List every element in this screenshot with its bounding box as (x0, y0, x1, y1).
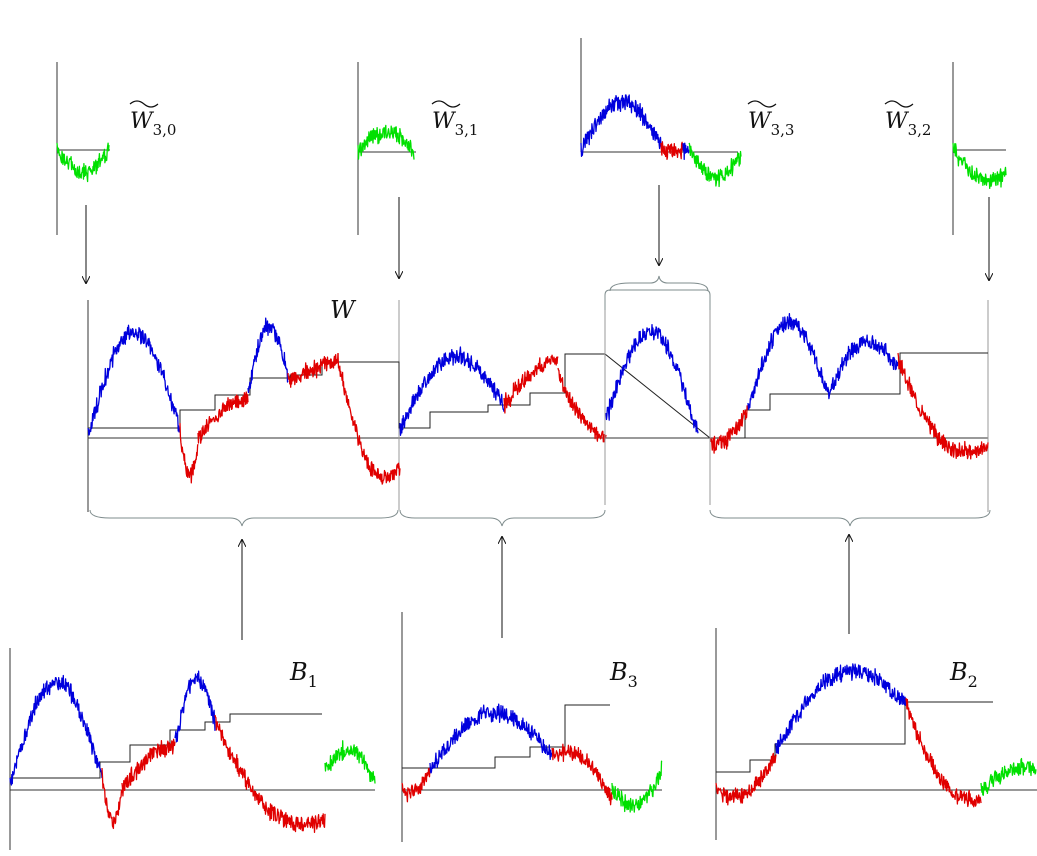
blue-walk-segment (174, 670, 216, 743)
green-walk-segment (688, 142, 742, 188)
blue-walk-segment (605, 323, 699, 434)
w33-top-brace (609, 275, 709, 292)
green-walk-segment (56, 142, 110, 183)
blue-walk-segment (775, 663, 907, 755)
blue-walk-segment (429, 703, 553, 774)
green-walk-segment (611, 760, 663, 813)
blue-walk-segment (9, 674, 103, 786)
bottom-panel-b3: B3 (401, 612, 663, 842)
red-walk-segment (897, 352, 989, 460)
green-walk-segment (324, 740, 376, 784)
top-panel-w31: W3,1 (357, 62, 478, 235)
red-walk-segment (101, 767, 123, 830)
red-walk-segment (401, 767, 431, 803)
red-walk-segment (121, 738, 176, 797)
tilde-w31 (431, 100, 461, 108)
red-walk-segment (905, 697, 982, 808)
label-b2: B2 (949, 658, 978, 691)
top-panel-w32: W3,2 (884, 62, 1007, 235)
red-walk-segment (179, 422, 199, 484)
blue-walk-segment (580, 94, 662, 158)
red-walk-segment (214, 714, 326, 833)
bottom-panel-b2: B2 (715, 628, 1037, 840)
label-w: W (330, 296, 357, 324)
label-b3: B3 (609, 658, 638, 691)
red-walk-segment (715, 752, 777, 806)
label-w33: W3,3 (748, 109, 794, 139)
w33-bracket-box (604, 289, 711, 310)
green-walk-segment (980, 757, 1037, 796)
red-walk-segment (197, 391, 249, 444)
w32-green-path (952, 142, 1007, 190)
brace-b1 (89, 509, 399, 527)
w31-green-path (357, 124, 415, 160)
top-panel-w33: W3,3 (580, 38, 794, 188)
blue-walk-segment (747, 313, 829, 411)
red-walk-segment (557, 367, 607, 443)
blue-walk-segment (399, 346, 505, 436)
brace-b3 (399, 509, 606, 527)
tilde-w32 (884, 100, 914, 108)
blue-walk-segment (247, 317, 289, 394)
w30-green-path (56, 142, 110, 183)
green-walk-segment (952, 142, 1007, 190)
red-walk-segment (287, 353, 339, 388)
w33-walk-path (580, 94, 742, 188)
green-walk-segment (357, 124, 415, 160)
label-w31: W3,1 (432, 109, 478, 139)
brace-b2 (709, 509, 991, 527)
blue-walk-segment (827, 334, 899, 400)
label-b1: B1 (289, 658, 318, 691)
red-walk-segment (503, 354, 559, 414)
b2-walk-path (715, 663, 1037, 808)
tilde-w33 (747, 100, 777, 108)
blue-walk-segment (682, 142, 690, 161)
top-panel-w30: W3,0 (56, 62, 176, 235)
middle-panel-w: W (87, 275, 991, 527)
label-w32: W3,2 (885, 109, 931, 139)
blue-walk-segment (87, 324, 181, 436)
b1-walk-path (9, 670, 376, 833)
red-walk-segment (551, 743, 613, 806)
w-walk-path (87, 313, 989, 485)
bottom-panel-b1: B1 (9, 648, 376, 850)
red-walk-segment (660, 141, 684, 161)
label-w30: W3,0 (130, 109, 176, 139)
red-walk-segment (337, 352, 401, 485)
red-walk-segment (709, 405, 749, 454)
tilde-w30 (129, 100, 159, 108)
b3-walk-path (401, 703, 663, 813)
